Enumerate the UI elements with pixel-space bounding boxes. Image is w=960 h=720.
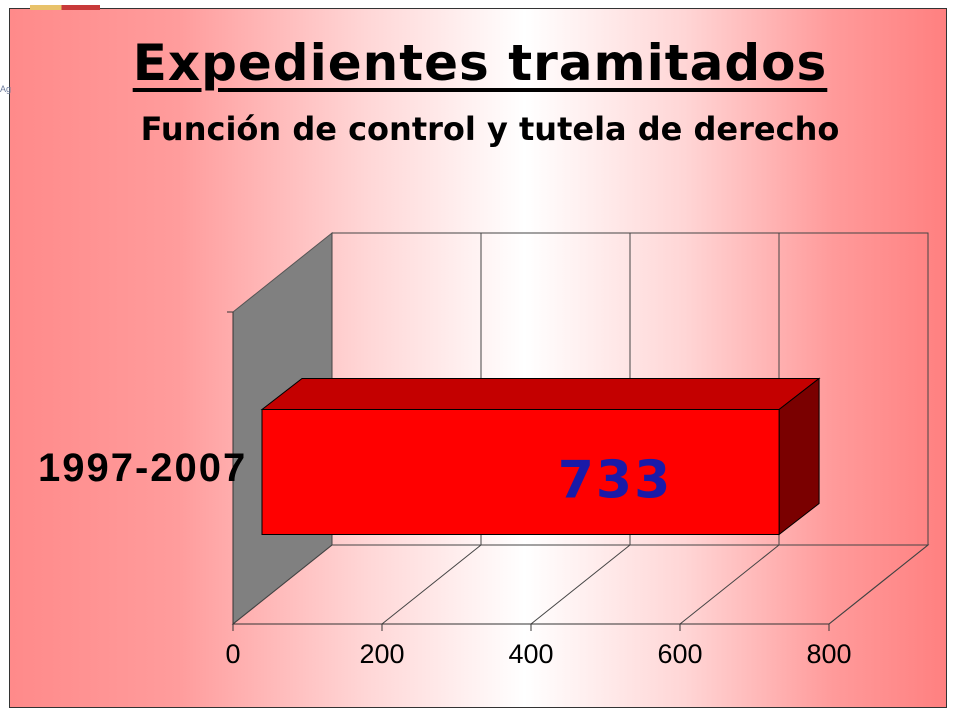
bar <box>261 409 780 535</box>
x-axis-ticks: 0 200 400 600 800 <box>225 311 852 669</box>
chart-title-text: Expedientes tramitados <box>132 34 828 92</box>
floor-gridline <box>828 544 929 625</box>
logo-strip <box>30 5 100 10</box>
floor-gridline <box>381 544 482 625</box>
bars: 733 <box>260 377 821 536</box>
slide-background <box>9 8 947 708</box>
cropped-logo-text: Ag <box>0 84 12 94</box>
floor-gridline <box>679 544 780 625</box>
chart-subtitle: Función de control y tutela de derecho <box>140 110 840 148</box>
floor-gridline <box>530 544 631 625</box>
bar-top <box>260 378 821 410</box>
x-tick-label: 600 <box>657 639 702 669</box>
bar-data-label: 733 <box>558 451 673 511</box>
x-tick-label: 200 <box>359 639 404 669</box>
x-tick-label: 800 <box>806 639 851 669</box>
category-label: 1997-2007 <box>38 446 248 490</box>
x-tick-label: 400 <box>508 639 553 669</box>
x-tick-label: 0 <box>225 639 240 669</box>
chart-title: Expedientes tramitados <box>0 34 960 92</box>
